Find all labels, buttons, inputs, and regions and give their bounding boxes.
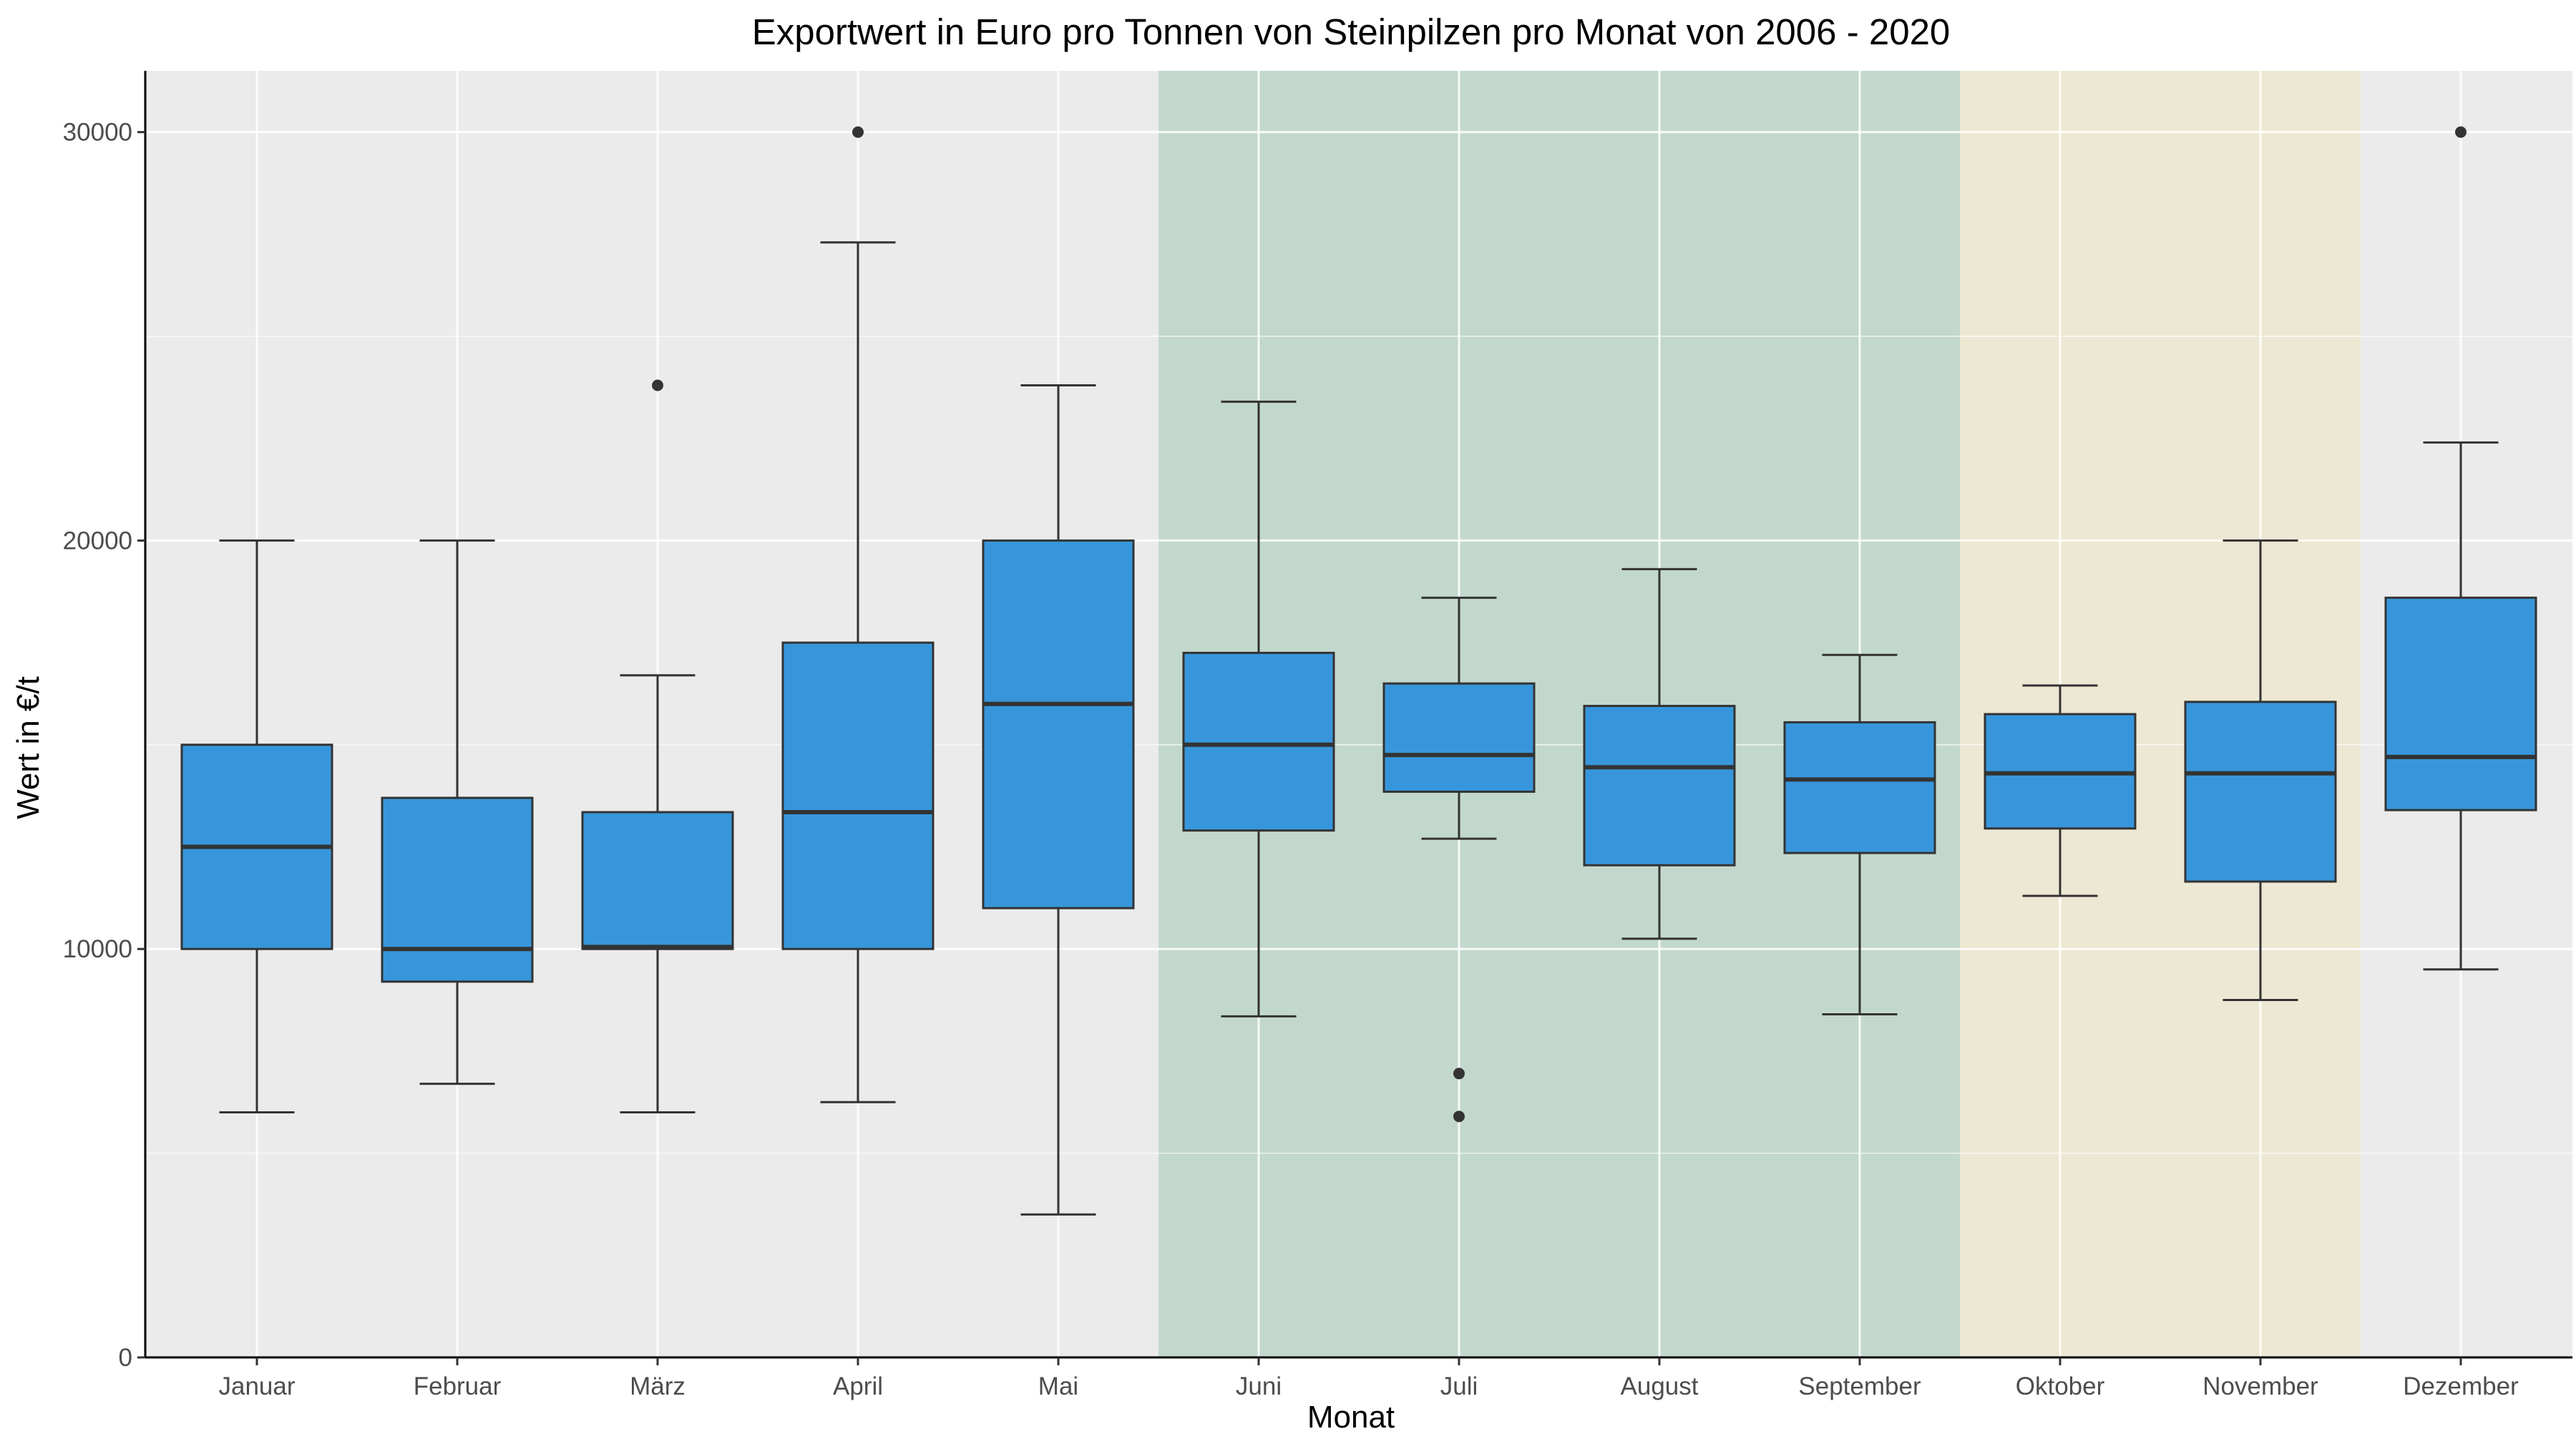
box-4 xyxy=(781,126,935,1103)
y-tick-label: 20000 xyxy=(63,527,132,555)
box-12 xyxy=(2384,126,2537,971)
box-6 xyxy=(1182,400,1335,1018)
axes xyxy=(137,71,2572,1365)
y-tick-label: 30000 xyxy=(63,119,132,147)
x-tick-label: Februar xyxy=(414,1372,502,1400)
x-tick-label: September xyxy=(1798,1372,1921,1400)
box-iqr xyxy=(982,539,1135,909)
box-9 xyxy=(1783,653,1936,1016)
x-tick-label: Juni xyxy=(1236,1372,1282,1400)
x-tick-label: November xyxy=(2202,1372,2318,1400)
x-tick-label: Oktober xyxy=(2016,1372,2105,1400)
chart-title: Exportwert in Euro pro Tonnen von Steinp… xyxy=(752,11,1951,52)
box-iqr xyxy=(581,811,734,950)
box-11 xyxy=(2184,539,2337,1002)
x-axis-title: Monat xyxy=(1307,1400,1395,1435)
box-2 xyxy=(381,539,534,1085)
box-iqr xyxy=(1783,721,1936,854)
box-iqr xyxy=(2184,701,2337,883)
box-iqr xyxy=(781,641,935,950)
x-tick-label: Juli xyxy=(1440,1372,1478,1400)
x-tick-label: August xyxy=(1621,1372,1699,1400)
highlight-bands xyxy=(1158,71,2361,1357)
box-iqr xyxy=(1382,682,1536,793)
box-iqr xyxy=(1182,651,1335,832)
box-1 xyxy=(180,539,333,1114)
box-iqr xyxy=(2384,596,2537,811)
box-8 xyxy=(1583,567,1736,940)
x-tick-label: Januar xyxy=(218,1372,295,1400)
boxes xyxy=(180,126,2537,1216)
box-5 xyxy=(982,384,1135,1216)
box-iqr xyxy=(1583,705,1736,867)
box-outlier-point xyxy=(1453,1111,1465,1123)
y-tick-label: 0 xyxy=(119,1344,132,1372)
tick-labels: 0 10000 20000 30000 Januar Februar März April Ma… xyxy=(63,119,2519,1400)
box-7 xyxy=(1382,596,1536,1123)
box-10 xyxy=(1984,684,2137,897)
box-outlier-point xyxy=(2455,126,2467,138)
box-outlier-point xyxy=(852,126,864,138)
x-tick-label: Dezember xyxy=(2403,1372,2519,1400)
y-tick-label: 10000 xyxy=(63,935,132,963)
x-tick-label: Mai xyxy=(1038,1372,1078,1400)
box-iqr xyxy=(381,796,534,983)
box-3 xyxy=(581,379,734,1114)
box-outlier-point xyxy=(1453,1068,1465,1080)
x-tick-label: März xyxy=(630,1372,686,1400)
y-axis-title: Wert in €/t xyxy=(11,676,46,819)
box-outlier-point xyxy=(652,379,663,391)
x-tick-label: April xyxy=(833,1372,883,1400)
